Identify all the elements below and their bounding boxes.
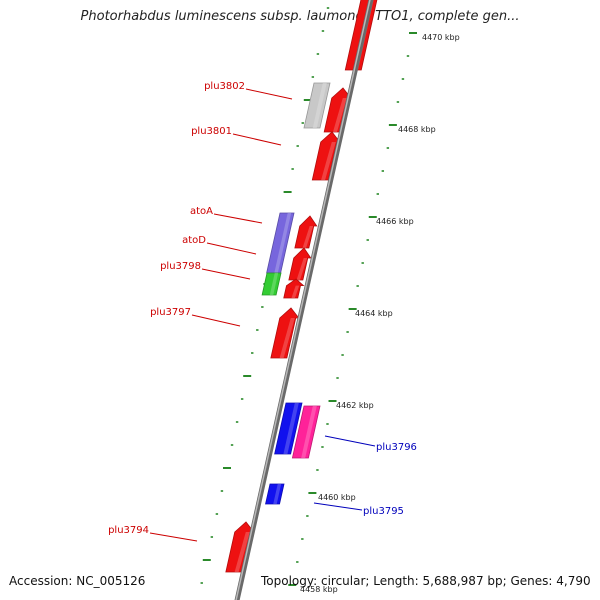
gene-feature-atoD-arrow[interactable] [288,247,312,281]
map-title: Photorhabdus luminescens subsp. laumondi… [80,9,520,24]
gene-feature-plu3798[interactable] [283,278,305,299]
leader-line [213,213,263,224]
leader-line [232,133,282,146]
gene-feature-atoD[interactable] [261,272,282,296]
gene-label-plu3801[interactable]: plu3801 [191,126,232,137]
leader-line [191,314,241,327]
gene-feature-plu3795[interactable] [265,483,285,505]
leader-line [149,532,198,542]
leader-line [324,435,376,447]
gene-feature-atoA-arrow[interactable] [294,215,318,249]
scale-label: 4466 kbp [376,217,414,226]
gene-feature-atoA[interactable] [266,212,295,274]
backbone [234,0,374,600]
scale-label: 4462 kbp [336,401,374,410]
gene-feature-gray[interactable] [303,82,331,129]
scale-label: 4468 kbp [398,125,436,134]
gene-label-atoA[interactable]: atoA [190,206,213,217]
scale-label: 4458 kbp [300,585,338,594]
leader-line [206,242,257,255]
gene-feature-plu3796-a[interactable] [274,402,303,455]
scale-label: 4464 kbp [355,309,393,318]
accession-text: Accession: NC_005126 [9,574,146,588]
topology-text: Topology: circular; Length: 5,688,987 bp… [261,574,591,588]
gene-label-atoD[interactable]: atoD [182,235,206,246]
gene-label-plu3796[interactable]: plu3796 [376,442,417,453]
leader-line [201,268,251,280]
scale-label: 4470 kbp [422,33,460,42]
gene-label-plu3797[interactable]: plu3797 [150,307,191,318]
gene-label-plu3795[interactable]: plu3795 [363,506,404,517]
gene-features [225,0,378,573]
labels: 4470 kbp 4468 kbp 4466 kbp 4464 kbp 4462 kbp… [108,33,460,594]
gene-label-plu3794[interactable]: plu3794 [108,525,149,536]
gene-feature-plu3797[interactable] [270,307,300,359]
gene-feature-plu3796[interactable] [291,405,321,459]
backbone-highlight [235,0,371,600]
leader-line [313,502,363,511]
leader-line [245,88,293,100]
gene-label-plu3802[interactable]: plu3802 [204,81,245,92]
backbone-line [234,0,374,600]
label-leaders [149,88,376,542]
scale-label: 4460 kbp [318,493,356,502]
gene-label-plu3798[interactable]: plu3798 [160,261,201,272]
